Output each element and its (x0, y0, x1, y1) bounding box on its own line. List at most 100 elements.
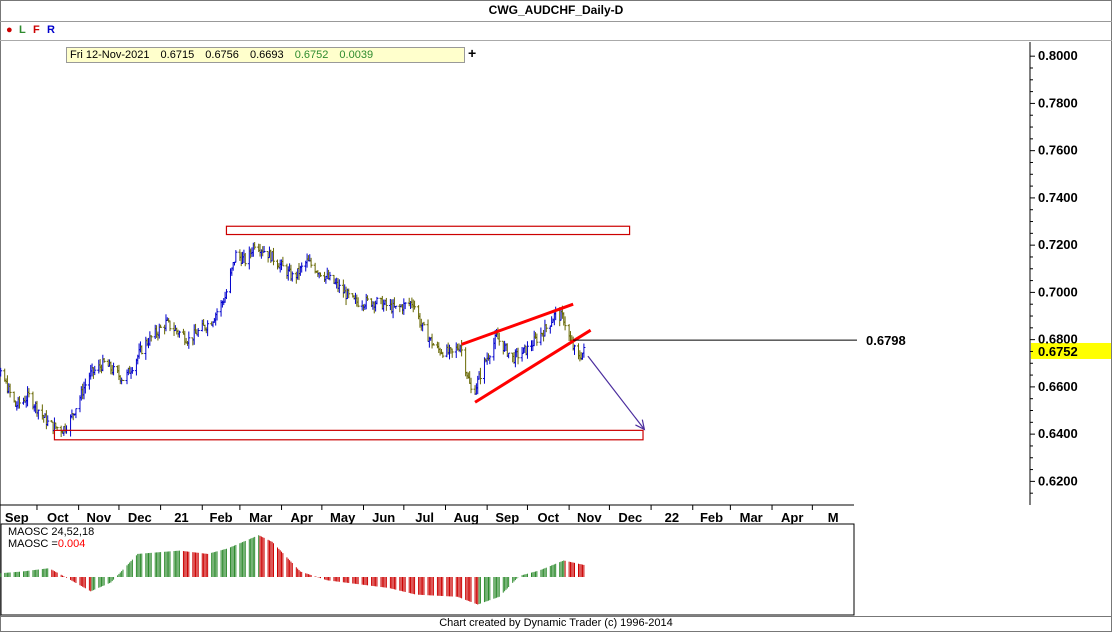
x-tick-label: 22 (665, 510, 679, 525)
ohlc-bar (403, 302, 407, 310)
ohlc-bar (74, 408, 78, 419)
ohlc-bar (431, 343, 435, 346)
chart-title: CWG_AUDCHF_Daily-D (488, 3, 624, 17)
ohlc-bar (516, 347, 520, 365)
title-divider (0, 21, 1112, 22)
ohlc-bar (215, 308, 219, 321)
ohlc-bar (563, 316, 567, 331)
y-tick-label: 0.6400 (1038, 426, 1078, 441)
ohlc-bar (112, 362, 116, 376)
chart-overlays: 0.6798 0.6752 (53, 225, 1111, 441)
ohlc-bar (140, 345, 144, 355)
ohlc-bar (394, 305, 398, 309)
ohlc-bar (488, 355, 492, 365)
ohlc-bar (93, 365, 97, 376)
ohlc-bar (497, 332, 501, 346)
ohlc-bar (413, 300, 417, 310)
ohlc-bar (36, 409, 40, 420)
y-tick-label: 0.7400 (1038, 190, 1078, 205)
x-tick-label: Mar (740, 510, 763, 525)
resistance-zone-rect (225, 225, 631, 236)
y-tick-label: 0.6200 (1038, 473, 1078, 488)
x-tick-label: Apr (781, 510, 803, 525)
y-tick-label: 0.7600 (1038, 143, 1078, 158)
toolbar-divider (0, 40, 1112, 41)
x-tick-label: May (330, 510, 356, 525)
x-tick-label: Oct (537, 510, 559, 525)
ohlc-bar (356, 297, 360, 308)
ohlc-bar (422, 321, 426, 326)
oscillator-name: MAOSC 24,52,18 (8, 526, 94, 538)
ohlc-bar (243, 252, 247, 267)
footer-credit: Chart created by Dynamic Trader (c) 1996… (439, 617, 673, 629)
toolbar: ● L F R Fri 12-Nov-2021 0.6715 0.6756 0.… (0, 23, 1112, 63)
price-info-box: Fri 12-Nov-2021 0.6715 0.6756 0.6693 0.6… (66, 47, 465, 63)
ohlc-bar (130, 367, 134, 374)
y-tick-label: 0.6800 (1038, 332, 1078, 347)
y-tick-label: 0.7000 (1038, 284, 1078, 299)
x-tick-label: Dec (618, 510, 642, 525)
ohlc-bar (149, 335, 153, 342)
footer-divider (0, 616, 1112, 617)
y-tick-label: 0.6600 (1038, 379, 1078, 394)
price-bars (0, 242, 586, 438)
ohlc-bar (27, 388, 31, 398)
ohlc-bar (430, 333, 434, 349)
last-price-label: 0.6752 (1038, 344, 1078, 359)
ohlc-bar (460, 339, 464, 357)
toolbar-f-button[interactable]: F (33, 24, 40, 36)
ohlc-bar (319, 272, 323, 277)
last-price-box (1031, 342, 1111, 359)
ohlc-bar (18, 396, 22, 409)
ohlc-bar (177, 330, 181, 338)
x-tick-label: Dec (128, 510, 152, 525)
x-tick-label: Jul (415, 510, 434, 525)
ohlc-bar (164, 314, 168, 332)
info-open: 0.6715 (160, 49, 195, 61)
oscillator-value: 0.004 (58, 538, 86, 550)
ohlc-bar (83, 378, 87, 394)
ohlc-bar (187, 331, 191, 349)
x-tick-label: Sep (495, 510, 519, 525)
ohlc-bar (544, 324, 548, 333)
ohlc-bar (535, 333, 539, 346)
ohlc-bar (55, 426, 59, 430)
ohlc-bar (121, 379, 125, 381)
x-tick-label: Nov (87, 510, 112, 525)
y-tick-label: 0.7200 (1038, 237, 1078, 252)
info-high: 0.6756 (205, 49, 239, 61)
x-tick-label: Feb (700, 510, 723, 525)
ohlc-bar (206, 320, 210, 337)
x-tick-label: Aug (454, 510, 479, 525)
x-tick-label: Nov (577, 510, 602, 525)
add-button[interactable]: + (468, 45, 477, 61)
ohlc-bar (196, 328, 200, 337)
red-dot-icon[interactable]: ● (6, 24, 13, 36)
ohlc-bar (347, 288, 351, 299)
ohlc-bar (572, 344, 576, 355)
upper-wedge-line (461, 302, 574, 346)
ohlc-bar (375, 296, 379, 305)
oscillator-value-label: MAOSC =0.004 (8, 538, 85, 550)
ohlc-bar (384, 297, 388, 311)
ohlc-bar (469, 377, 473, 394)
x-tick-label: Oct (47, 510, 69, 525)
ohlc-bar (582, 343, 586, 358)
toolbar-r-button[interactable]: R (47, 24, 55, 36)
ohlc-bar (253, 242, 257, 250)
x-tick-label: Feb (210, 510, 233, 525)
ohlc-bar (0, 367, 3, 377)
toolbar-l-button[interactable]: L (19, 24, 26, 36)
info-change: 0.0039 (339, 49, 374, 61)
level-label: 0.6798 (866, 333, 906, 348)
oscillator-frame (0, 523, 855, 616)
ohlc-bar (478, 367, 482, 385)
x-tick-label: Mar (249, 510, 272, 525)
ohlc-bar (328, 271, 332, 281)
ohlc-bar (281, 256, 285, 267)
info-close: 0.6752 (294, 49, 329, 61)
ohlc-bar (525, 341, 529, 359)
ohlc-bar (8, 383, 12, 398)
ohlc-bar (337, 279, 341, 294)
